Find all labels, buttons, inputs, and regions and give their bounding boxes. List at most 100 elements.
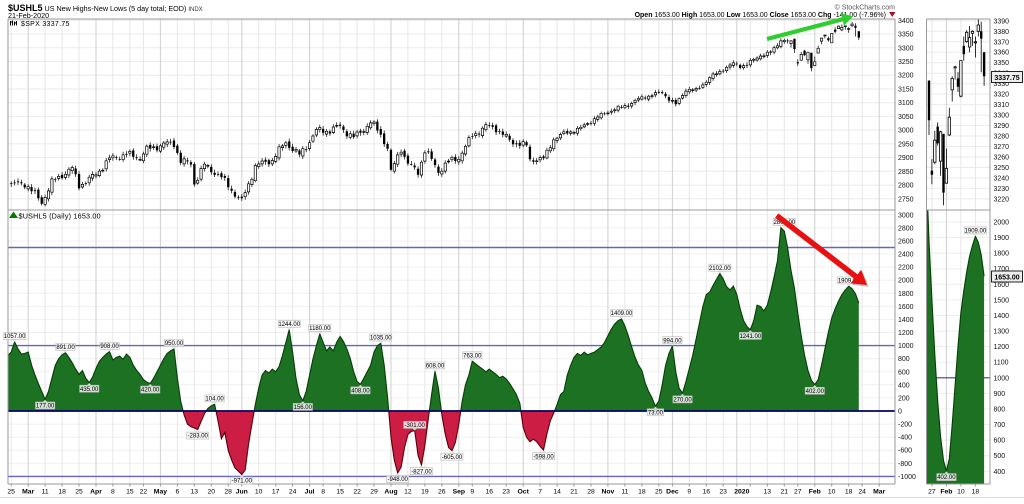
svg-text:9: 9 <box>470 489 474 496</box>
svg-text:1900: 1900 <box>994 235 1010 242</box>
svg-text:104.00: 104.00 <box>205 397 224 403</box>
svg-text:24: 24 <box>858 489 866 496</box>
svg-text:Jul: Jul <box>305 489 315 496</box>
svg-text:-598.00: -598.00 <box>533 454 554 460</box>
svg-text:27: 27 <box>928 489 936 496</box>
svg-text:270.00: 270.00 <box>673 398 692 404</box>
svg-text:2000: 2000 <box>994 220 1010 227</box>
svg-text:3370: 3370 <box>994 39 1010 46</box>
svg-text:156.00: 156.00 <box>294 405 313 411</box>
svg-text:3270: 3270 <box>994 144 1010 151</box>
svg-text:-400: -400 <box>898 435 912 442</box>
svg-text:-301.00: -301.00 <box>405 423 426 429</box>
svg-text:3300: 3300 <box>898 45 914 52</box>
svg-text:177.00: 177.00 <box>36 404 55 410</box>
svg-text:-827.00: -827.00 <box>411 469 432 475</box>
svg-text:8: 8 <box>321 489 325 496</box>
svg-text:13: 13 <box>191 489 199 496</box>
svg-text:3350: 3350 <box>898 32 914 39</box>
svg-text:2400: 2400 <box>898 252 914 259</box>
svg-text:435.00: 435.00 <box>80 387 99 393</box>
svg-text:$USHL5 US New Highs-New Lows (: $USHL5 US New Highs-New Lows (5 day tota… <box>8 3 203 13</box>
svg-text:27: 27 <box>794 489 802 496</box>
svg-text:Jun: Jun <box>236 489 248 496</box>
svg-text:23: 23 <box>502 489 510 496</box>
svg-text:-971.00: -971.00 <box>232 479 253 485</box>
svg-text:8: 8 <box>111 489 115 496</box>
svg-text:11: 11 <box>42 489 49 496</box>
svg-text:1244.00: 1244.00 <box>278 322 300 328</box>
svg-text:3150: 3150 <box>898 87 914 94</box>
svg-text:1600: 1600 <box>898 304 914 311</box>
svg-text:18: 18 <box>972 489 980 496</box>
svg-text:402.00: 402.00 <box>806 389 825 395</box>
svg-text:25: 25 <box>655 489 663 496</box>
svg-text:1057.00: 1057.00 <box>4 334 26 340</box>
svg-text:© StockCharts.com: © StockCharts.com <box>835 4 896 12</box>
svg-text:7: 7 <box>538 489 542 496</box>
svg-text:3220: 3220 <box>994 196 1010 203</box>
svg-text:Open 1653.00 High 1653.00 Low: Open 1653.00 High 1653.00 Low 1653.00 Cl… <box>635 12 886 19</box>
svg-text:994.00: 994.00 <box>663 338 682 344</box>
svg-text:2020: 2020 <box>734 489 749 496</box>
svg-text:800: 800 <box>898 356 910 363</box>
svg-text:73.00: 73.00 <box>648 410 664 416</box>
svg-text:14: 14 <box>553 489 561 496</box>
svg-text:26: 26 <box>438 489 446 496</box>
svg-text:0: 0 <box>898 409 902 416</box>
svg-text:3400: 3400 <box>898 18 914 25</box>
svg-text:200: 200 <box>898 395 910 402</box>
svg-text:21-Feb-2020: 21-Feb-2020 <box>8 11 49 20</box>
svg-text:3320: 3320 <box>994 92 1010 99</box>
svg-text:-200: -200 <box>898 422 912 429</box>
svg-text:17: 17 <box>272 489 280 496</box>
svg-text:19: 19 <box>421 489 429 496</box>
svg-text:3250: 3250 <box>898 59 914 66</box>
svg-text:2950: 2950 <box>898 141 914 148</box>
svg-text:2000: 2000 <box>898 278 914 285</box>
svg-text:3280: 3280 <box>994 134 1010 141</box>
svg-text:6: 6 <box>176 489 180 496</box>
svg-text:28: 28 <box>224 489 232 496</box>
svg-text:3050: 3050 <box>898 114 914 121</box>
svg-text:3300: 3300 <box>994 113 1010 120</box>
svg-text:2900: 2900 <box>898 155 914 162</box>
svg-text:608.00: 608.00 <box>426 364 445 370</box>
svg-text:3380: 3380 <box>994 29 1010 36</box>
svg-text:Dec: Dec <box>666 489 679 496</box>
svg-text:800: 800 <box>994 407 1006 414</box>
svg-text:3000: 3000 <box>898 128 914 135</box>
svg-text:$USHL5 (Daily) 1653.00: $USHL5 (Daily) 1653.00 <box>19 211 101 220</box>
svg-text:13: 13 <box>764 489 772 496</box>
svg-text:1000: 1000 <box>994 375 1010 382</box>
svg-text:3337.75: 3337.75 <box>994 75 1019 82</box>
svg-text:2800: 2800 <box>898 225 914 232</box>
svg-text:22: 22 <box>140 489 148 496</box>
svg-text:600: 600 <box>898 369 910 376</box>
svg-text:1000: 1000 <box>898 343 914 350</box>
svg-text:763.00: 763.00 <box>463 353 482 359</box>
svg-text:2600: 2600 <box>898 239 914 246</box>
svg-text:1400: 1400 <box>994 313 1010 320</box>
svg-text:18: 18 <box>845 489 853 496</box>
svg-text:1800: 1800 <box>898 291 914 298</box>
svg-text:$SPX 3337.75: $SPX 3337.75 <box>21 21 70 28</box>
svg-text:1409.00: 1409.00 <box>611 311 633 317</box>
svg-text:Mar: Mar <box>22 489 34 496</box>
svg-text:3290: 3290 <box>994 123 1010 130</box>
svg-text:-948.00: -948.00 <box>388 477 409 483</box>
svg-text:408.00: 408.00 <box>351 389 370 395</box>
svg-text:1200: 1200 <box>898 330 914 337</box>
svg-text:Mar: Mar <box>873 489 885 496</box>
svg-text:1300: 1300 <box>994 329 1010 336</box>
svg-text:400: 400 <box>898 382 910 389</box>
svg-text:10: 10 <box>957 489 965 496</box>
svg-text:3230: 3230 <box>994 186 1010 193</box>
svg-text:1400: 1400 <box>898 317 914 324</box>
svg-text:-283.00: -283.00 <box>188 434 209 440</box>
svg-text:2200: 2200 <box>898 265 914 272</box>
svg-text:-600: -600 <box>898 448 912 455</box>
svg-text:2750: 2750 <box>898 196 914 203</box>
svg-text:1800: 1800 <box>994 251 1010 258</box>
svg-text:1700: 1700 <box>994 266 1010 273</box>
